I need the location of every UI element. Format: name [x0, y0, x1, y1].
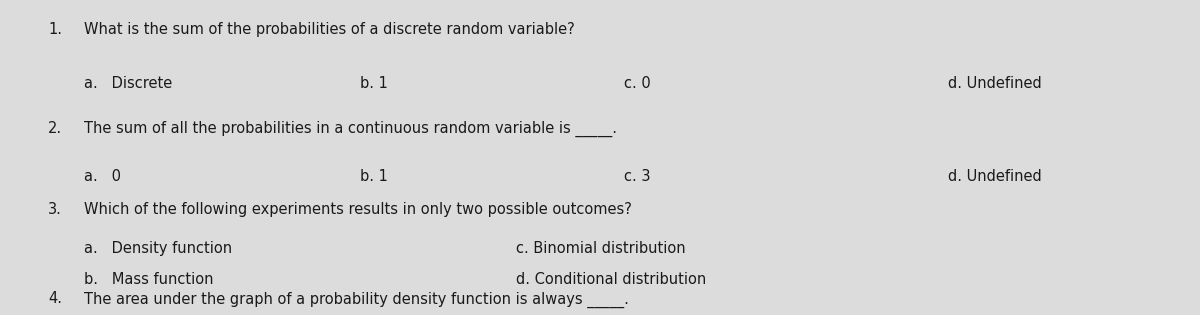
Text: c. 3: c. 3	[624, 169, 650, 184]
Text: 4.: 4.	[48, 291, 62, 306]
Text: Which of the following experiments results in only two possible outcomes?: Which of the following experiments resul…	[84, 202, 632, 217]
Text: d. Undefined: d. Undefined	[948, 169, 1042, 184]
Text: 1.: 1.	[48, 22, 62, 37]
Text: a.   Density function: a. Density function	[84, 241, 232, 256]
Text: d. Undefined: d. Undefined	[948, 76, 1042, 91]
Text: b. 1: b. 1	[360, 76, 388, 91]
Text: What is the sum of the probabilities of a discrete random variable?: What is the sum of the probabilities of …	[84, 22, 575, 37]
Text: b. 1: b. 1	[360, 169, 388, 184]
Text: The area under the graph of a probability density function is always _____.: The area under the graph of a probabilit…	[84, 291, 629, 307]
Text: d. Conditional distribution: d. Conditional distribution	[516, 272, 707, 288]
Text: a.   0: a. 0	[84, 169, 121, 184]
Text: 2.: 2.	[48, 121, 62, 136]
Text: 3.: 3.	[48, 202, 62, 217]
Text: The sum of all the probabilities in a continuous random variable is _____.: The sum of all the probabilities in a co…	[84, 121, 617, 137]
Text: c. 0: c. 0	[624, 76, 650, 91]
Text: c. Binomial distribution: c. Binomial distribution	[516, 241, 685, 256]
Text: b.   Mass function: b. Mass function	[84, 272, 214, 288]
Text: a.   Discrete: a. Discrete	[84, 76, 173, 91]
